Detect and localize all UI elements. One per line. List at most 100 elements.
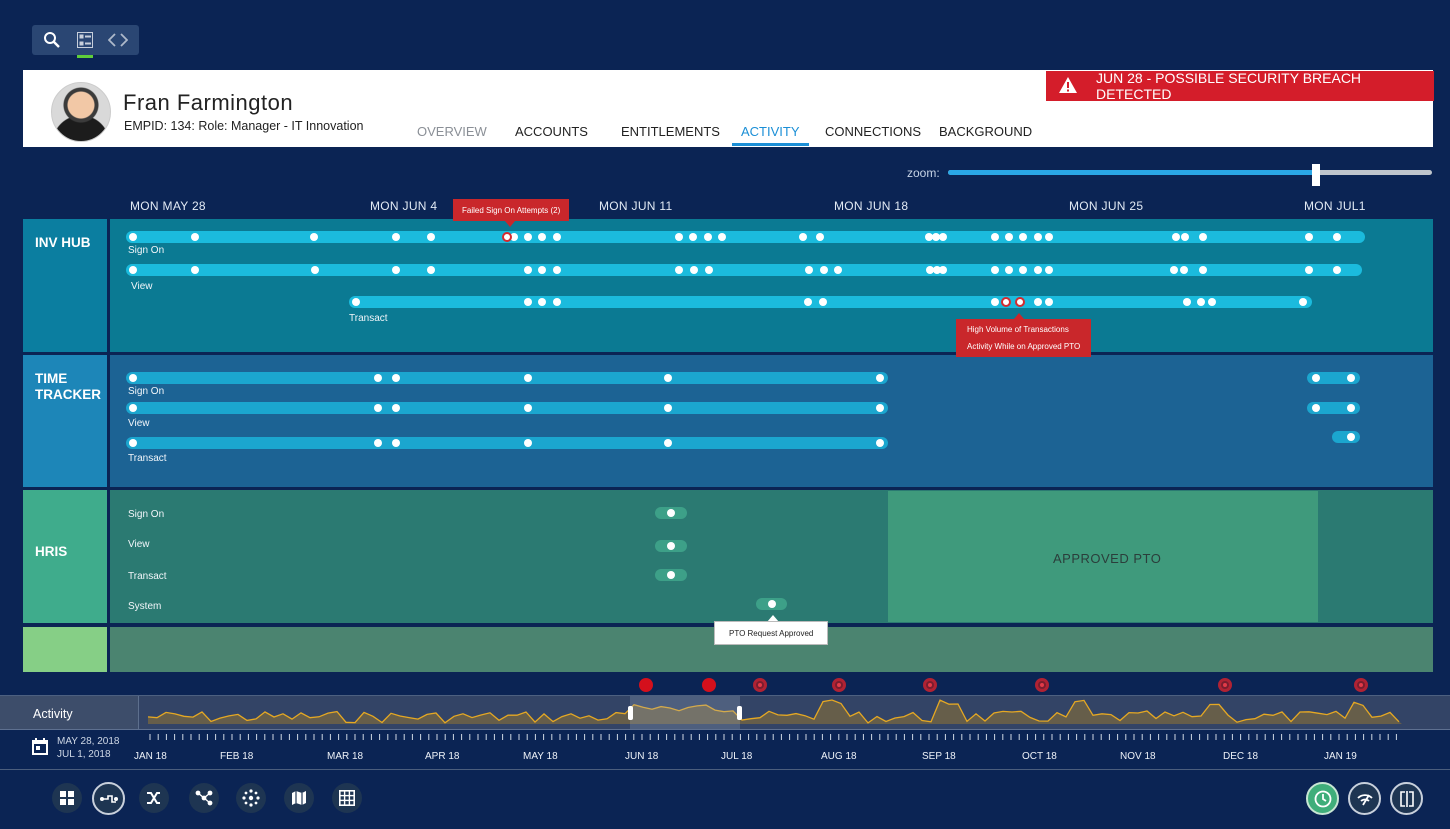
map-icon[interactable] <box>284 783 314 813</box>
event-dot[interactable] <box>705 266 713 274</box>
alert-event-dot[interactable] <box>1015 297 1025 307</box>
event-dot[interactable] <box>1045 298 1053 306</box>
event-dot[interactable] <box>129 374 137 382</box>
event-dot[interactable] <box>1199 233 1207 241</box>
zoom-slider[interactable] <box>948 164 1432 186</box>
event-dot[interactable] <box>427 266 435 274</box>
event-dot[interactable] <box>704 233 712 241</box>
event-dot[interactable] <box>1347 374 1355 382</box>
event-dot[interactable] <box>1299 298 1307 306</box>
event-dot[interactable] <box>1197 298 1205 306</box>
event-dot[interactable] <box>129 439 137 447</box>
event-dot[interactable] <box>392 266 400 274</box>
event-dot[interactable] <box>876 404 884 412</box>
event-dot[interactable] <box>524 233 532 241</box>
event-dot[interactable] <box>129 233 137 241</box>
code-view-icon[interactable] <box>102 25 134 55</box>
event-dot[interactable] <box>524 404 532 412</box>
tab-overview[interactable]: OVERVIEW <box>417 124 487 139</box>
event-dot[interactable] <box>690 266 698 274</box>
event-dot[interactable] <box>664 439 672 447</box>
alert-marker[interactable] <box>1354 678 1368 692</box>
event-dot[interactable] <box>1199 266 1207 274</box>
event-dot[interactable] <box>1034 298 1042 306</box>
signal-icon[interactable] <box>1348 782 1381 815</box>
event-dot[interactable] <box>876 374 884 382</box>
event-dot[interactable] <box>374 404 382 412</box>
alert-marker[interactable] <box>923 678 937 692</box>
event-dot[interactable] <box>768 600 776 608</box>
event-dot[interactable] <box>718 233 726 241</box>
security-alert-banner[interactable]: JUN 28 - POSSIBLE SECURITY BREACH DETECT… <box>1046 70 1434 102</box>
activity-overview-strip[interactable]: Activity <box>0 695 1450 730</box>
tab-connections[interactable]: CONNECTIONS <box>825 124 922 139</box>
list-view-icon[interactable] <box>69 25 101 58</box>
event-dot[interactable] <box>1045 233 1053 241</box>
event-dot[interactable] <box>1305 233 1313 241</box>
event-dot[interactable] <box>799 233 807 241</box>
event-dot[interactable] <box>1045 266 1053 274</box>
event-dot[interactable] <box>129 404 137 412</box>
tab-activity[interactable]: ACTIVITY <box>732 124 808 146</box>
zoom-slider-handle[interactable] <box>1311 164 1320 186</box>
event-dot[interactable] <box>553 298 561 306</box>
event-dot[interactable] <box>129 266 137 274</box>
event-dot[interactable] <box>553 266 561 274</box>
event-dot[interactable] <box>352 298 360 306</box>
event-dot[interactable] <box>939 233 947 241</box>
event-dot[interactable] <box>926 266 934 274</box>
event-dot[interactable] <box>1005 233 1013 241</box>
event-dot[interactable] <box>191 266 199 274</box>
event-dot[interactable] <box>991 233 999 241</box>
event-dot[interactable] <box>1172 233 1180 241</box>
tab-background[interactable]: BACKGROUND <box>939 124 1033 139</box>
event-dot[interactable] <box>834 266 842 274</box>
dots-cluster-icon[interactable] <box>236 783 266 813</box>
event-dot[interactable] <box>191 233 199 241</box>
event-dot[interactable] <box>524 439 532 447</box>
event-dot[interactable] <box>392 439 400 447</box>
event-dot[interactable] <box>667 509 675 517</box>
tab-entitlements[interactable]: ENTITLEMENTS <box>621 124 720 139</box>
tab-accounts[interactable]: ACCOUNTS <box>515 124 588 139</box>
clock-icon[interactable] <box>1306 782 1339 815</box>
alert-event-dot[interactable] <box>1001 297 1011 307</box>
event-dot[interactable] <box>392 374 400 382</box>
event-dot[interactable] <box>1005 266 1013 274</box>
event-dot[interactable] <box>1019 266 1027 274</box>
event-dot[interactable] <box>427 233 435 241</box>
grid-icon[interactable] <box>52 783 82 813</box>
selection-handle-left[interactable] <box>628 706 633 720</box>
event-dot[interactable] <box>1183 298 1191 306</box>
shuffle-icon[interactable] <box>139 783 169 813</box>
event-dot[interactable] <box>933 266 941 274</box>
event-dot[interactable] <box>804 298 812 306</box>
calendar-icon[interactable] <box>31 738 49 756</box>
event-dot[interactable] <box>1305 266 1313 274</box>
event-dot[interactable] <box>805 266 813 274</box>
event-dot[interactable] <box>524 374 532 382</box>
event-dot[interactable] <box>538 298 546 306</box>
alert-marker[interactable] <box>702 678 716 692</box>
event-dot[interactable] <box>524 266 532 274</box>
event-dot[interactable] <box>310 233 318 241</box>
event-dot[interactable] <box>1347 433 1355 441</box>
alert-marker[interactable] <box>1035 678 1049 692</box>
event-dot[interactable] <box>1019 233 1027 241</box>
event-dot[interactable] <box>991 266 999 274</box>
event-dot[interactable] <box>664 404 672 412</box>
network-icon[interactable] <box>189 783 219 813</box>
event-dot[interactable] <box>374 374 382 382</box>
event-dot[interactable] <box>1312 404 1320 412</box>
alert-marker[interactable] <box>1218 678 1232 692</box>
event-dot[interactable] <box>675 233 683 241</box>
event-dot[interactable] <box>1034 266 1042 274</box>
event-dot[interactable] <box>1333 233 1341 241</box>
event-dot[interactable] <box>925 233 933 241</box>
event-dot[interactable] <box>1333 266 1341 274</box>
event-dot[interactable] <box>991 298 999 306</box>
event-dot[interactable] <box>667 542 675 550</box>
selection-handle-right[interactable] <box>737 706 742 720</box>
event-dot[interactable] <box>1347 404 1355 412</box>
alert-marker[interactable] <box>832 678 846 692</box>
